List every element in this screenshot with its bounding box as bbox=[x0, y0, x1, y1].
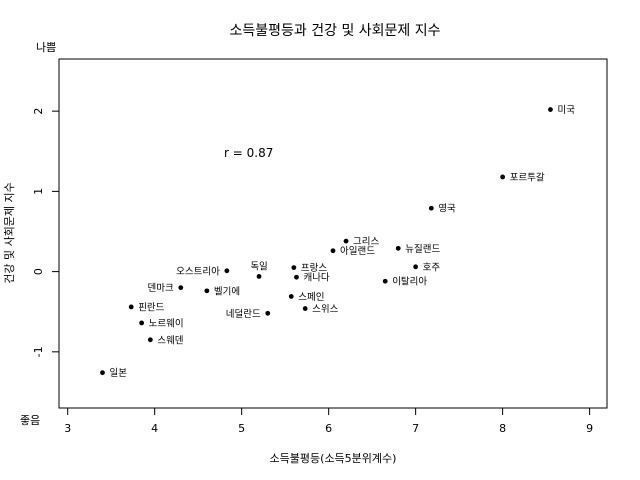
y-tick-label: 0 bbox=[32, 268, 45, 275]
point-label: 독일 bbox=[250, 261, 267, 272]
data-point bbox=[548, 107, 553, 112]
point-label: 일본 bbox=[109, 368, 127, 379]
point-label: 포르투갈 bbox=[510, 171, 545, 183]
x-tick-label: 8 bbox=[499, 422, 506, 435]
data-point bbox=[288, 294, 294, 299]
data-point bbox=[500, 174, 506, 180]
chart-title: 소득불평등과 건강 및 사회문제 지수 bbox=[230, 23, 441, 39]
point-label: 덴마크 bbox=[148, 283, 174, 294]
y-axis: -1 0 1 2 bbox=[32, 108, 60, 357]
x-tick-label: 7 bbox=[412, 422, 419, 435]
point-label: 영국 bbox=[438, 204, 456, 215]
point-label: 오스트리아 bbox=[176, 266, 220, 277]
point-label: 프랑스 bbox=[301, 262, 327, 274]
x-axis: 3 4 5 6 7 8 9 bbox=[64, 407, 593, 435]
y-tick-label: -1 bbox=[32, 346, 45, 357]
x-tick-label: 9 bbox=[586, 422, 593, 435]
data-point bbox=[294, 274, 299, 280]
point-label: 노르웨이 bbox=[149, 317, 184, 329]
x-tick-label: 6 bbox=[325, 422, 332, 435]
data-point bbox=[413, 264, 419, 270]
y-top-label: 나쁨 bbox=[36, 41, 56, 54]
y-tick-label: 1 bbox=[32, 188, 45, 195]
y-axis-label: 건강 및 사회문제 지수 bbox=[3, 182, 16, 284]
point-label: 뉴질랜드 bbox=[405, 243, 440, 255]
x-tick-label: 5 bbox=[238, 422, 245, 435]
data-point bbox=[204, 288, 210, 294]
data-point bbox=[265, 310, 271, 316]
point-label: 네덜란드 bbox=[226, 308, 261, 320]
point-label: 그리스 bbox=[353, 237, 379, 248]
data-point bbox=[395, 245, 401, 251]
point-label: 호주 bbox=[423, 262, 441, 273]
point-label: 스웨덴 bbox=[157, 334, 183, 346]
data-point bbox=[343, 238, 349, 244]
point-label: 이탈리아 bbox=[392, 276, 427, 288]
x-tick-label: 3 bbox=[64, 422, 71, 435]
point-label: 스위스 bbox=[312, 303, 338, 315]
point-label: 스페인 bbox=[298, 292, 324, 303]
correlation-annotation: r = 0.87 bbox=[224, 146, 273, 160]
data-point bbox=[302, 306, 308, 311]
data-point bbox=[100, 370, 105, 376]
data-point bbox=[256, 274, 262, 279]
data-point bbox=[428, 205, 434, 211]
point-label: 캐나다 bbox=[303, 273, 329, 284]
x-axis-label: 소득불평등(소득5분위계수) bbox=[270, 452, 397, 465]
data-point bbox=[382, 278, 388, 284]
data-point bbox=[147, 337, 153, 343]
point-label: 핀란드 bbox=[138, 301, 164, 313]
point-label: 아일랜드 bbox=[340, 246, 375, 257]
point-label: 미국 bbox=[557, 105, 575, 116]
point-label: 벨기에 bbox=[214, 286, 240, 297]
data-point bbox=[178, 285, 184, 291]
y-tick-label: 2 bbox=[32, 108, 45, 115]
data-point bbox=[224, 268, 230, 274]
data-point bbox=[291, 265, 297, 270]
data-point bbox=[128, 304, 134, 310]
y-bottom-label: 좋음 bbox=[20, 414, 40, 427]
x-tick-label: 4 bbox=[151, 422, 158, 435]
plot-frame bbox=[58, 58, 608, 409]
data-point bbox=[330, 248, 336, 254]
data-point bbox=[139, 320, 145, 326]
